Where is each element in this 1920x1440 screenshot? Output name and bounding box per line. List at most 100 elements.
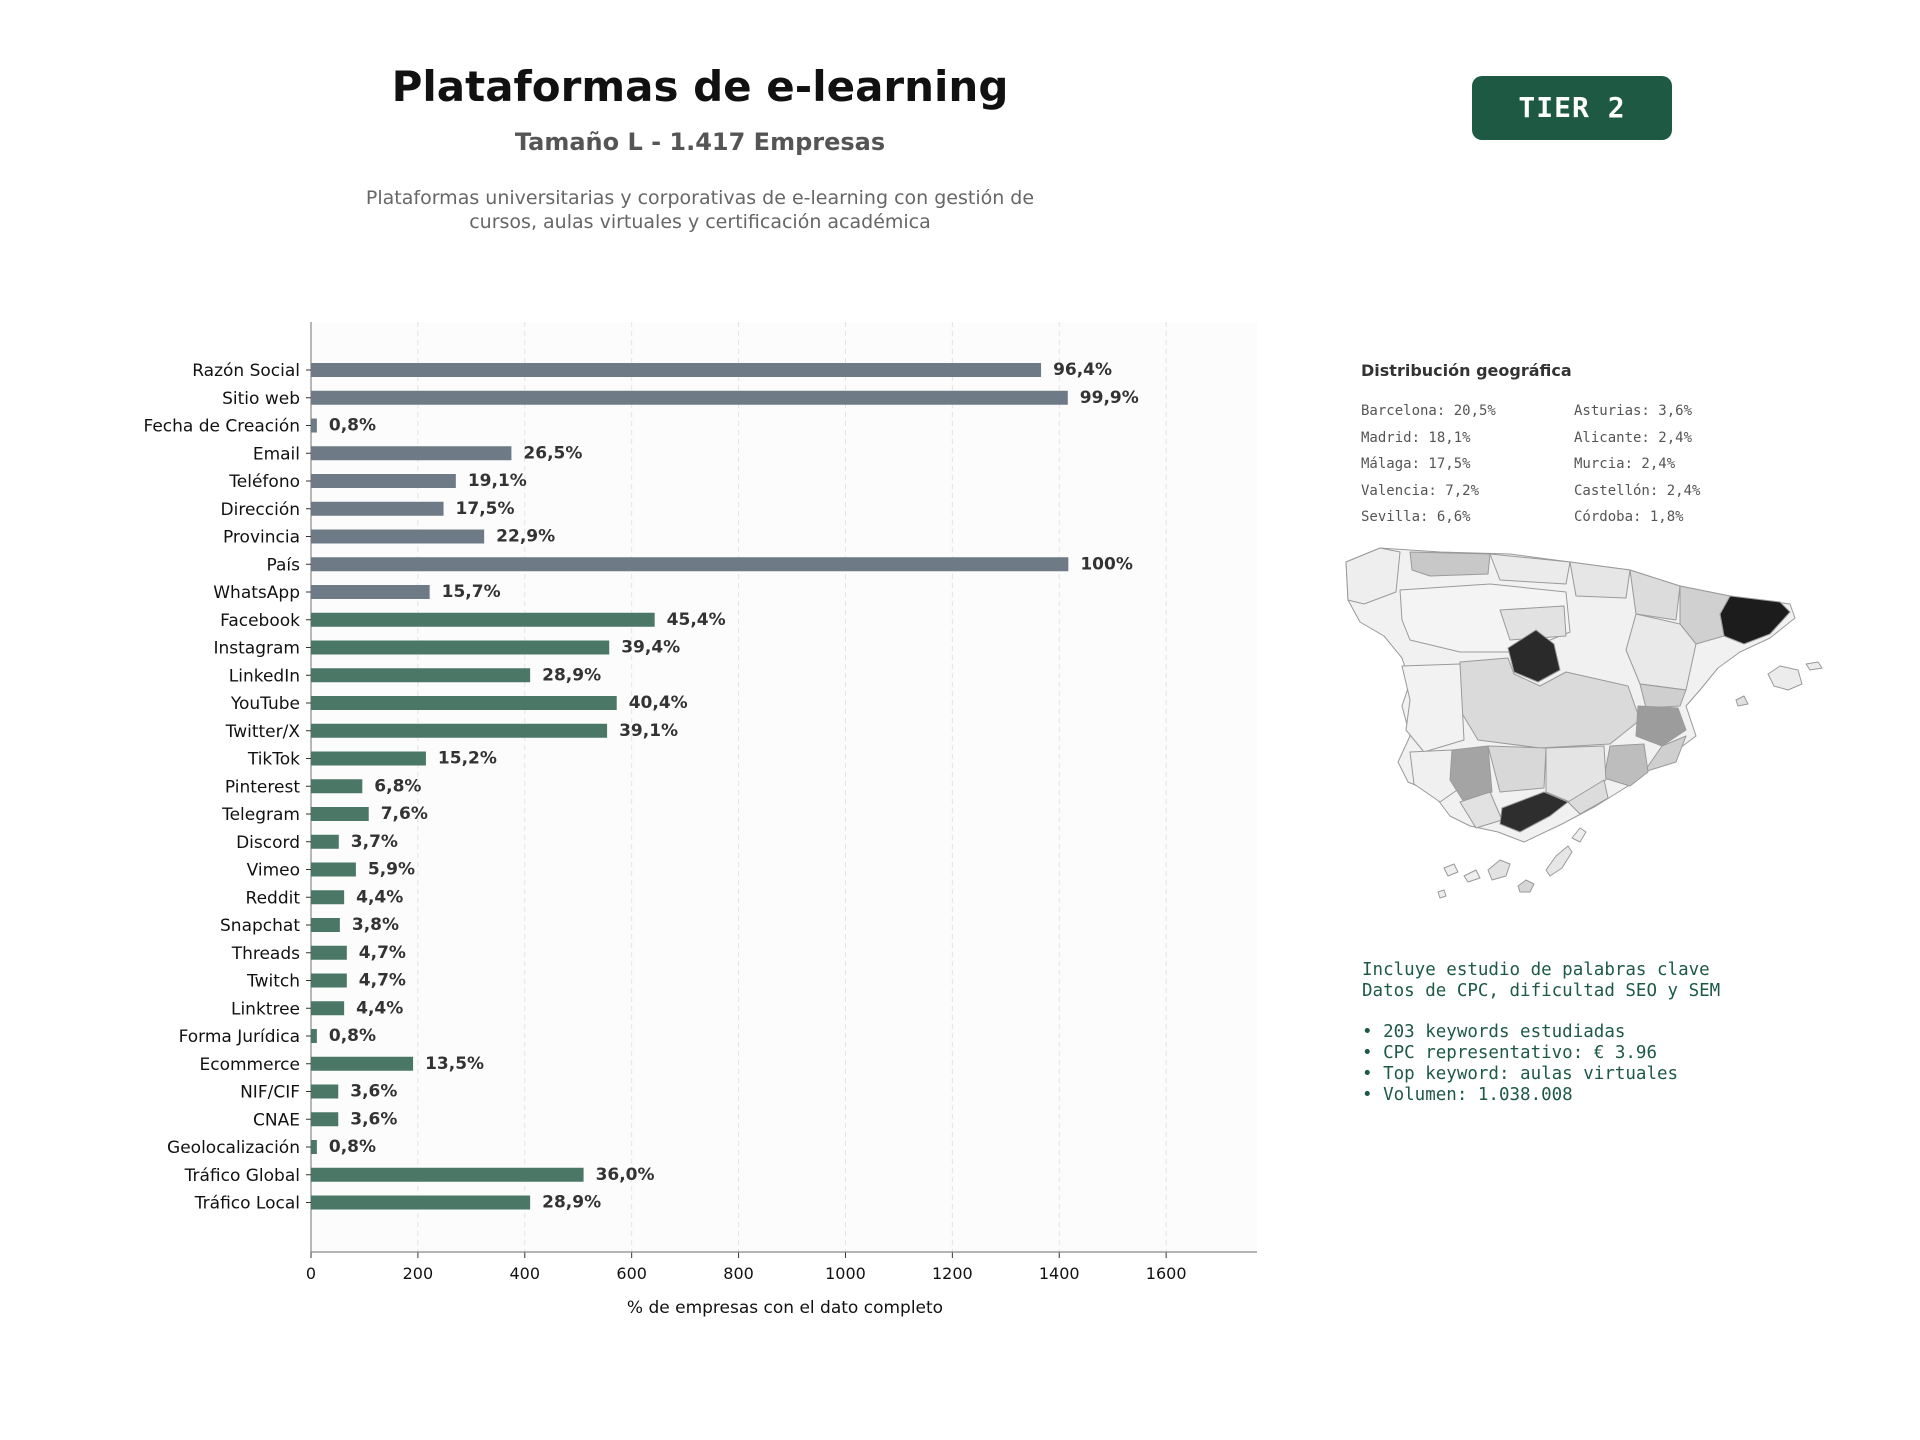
y-tick-label: Forma Jurídica <box>179 1027 300 1047</box>
data-label: 17,5% <box>456 499 515 519</box>
tier-badge: TIER 2 <box>1472 76 1672 140</box>
y-tick-label: Telegram <box>221 805 300 825</box>
bar <box>311 1167 584 1182</box>
bar <box>311 1112 339 1127</box>
data-label: 15,2% <box>438 749 497 769</box>
bar <box>311 418 317 433</box>
bar-chart: 0 200 400 600 800 1000 1200 1400 1600 Razón Socia… <box>143 322 1257 1318</box>
seo-line: Incluye estudio de palabras clave <box>1362 960 1710 980</box>
y-tick-label: Reddit <box>246 888 301 908</box>
bar <box>311 807 369 821</box>
geo-entry: Madrid: 18,1% <box>1361 429 1471 446</box>
bar <box>311 529 485 544</box>
x-tick-label: 1600 <box>1146 1264 1187 1283</box>
data-label: 3,6% <box>350 1109 397 1129</box>
bar <box>311 363 1042 377</box>
x-tick-label: 1400 <box>1039 1264 1080 1283</box>
y-tick-label: Twitch <box>246 972 300 992</box>
bar <box>311 751 426 766</box>
data-label: 40,4% <box>629 693 688 713</box>
y-tick-label: País <box>267 555 301 575</box>
data-label: 100% <box>1080 554 1133 574</box>
seo-bullets: • 203 keywords estudiadas • CPC represen… <box>1362 1022 1720 1106</box>
data-label: 28,9% <box>542 1193 601 1213</box>
y-tick-label: Instagram <box>214 639 301 659</box>
data-label: 96,4% <box>1053 360 1112 380</box>
bar <box>311 474 456 488</box>
spain-provinces-map-icon <box>1345 547 1823 899</box>
bar <box>311 834 339 849</box>
x-tick-label: 0 <box>306 1264 316 1283</box>
page-subtitle: Tamaño L - 1.417 Empresas <box>514 128 886 156</box>
data-label: 4,7% <box>359 971 406 991</box>
y-tick-label: NIF/CIF <box>240 1083 300 1103</box>
seo-info: Incluye estudio de palabras clave Datos … <box>1362 960 1720 1106</box>
plot-area <box>311 322 1257 1252</box>
y-tick-label: Ecommerce <box>200 1055 301 1075</box>
bar <box>311 918 340 932</box>
y-tick-label: Snapchat <box>220 916 300 936</box>
data-label: 15,7% <box>442 582 501 602</box>
y-tick-label: CNAE <box>253 1110 300 1130</box>
data-label: 7,6% <box>381 804 428 824</box>
bar <box>311 1001 345 1016</box>
data-label: 0,8% <box>329 1026 376 1046</box>
data-label: 99,9% <box>1080 388 1139 408</box>
geo-list-right: Asturias: 3,6% Alicante: 2,4% Murcia: 2,… <box>1574 398 1700 531</box>
y-tick-label: Facebook <box>220 611 300 631</box>
bar <box>311 446 512 461</box>
geo-entry: Castellón: 2,4% <box>1574 482 1701 499</box>
data-label: 28,9% <box>542 665 601 685</box>
y-tick-label: YouTube <box>230 694 300 714</box>
data-label: 26,5% <box>523 443 582 463</box>
bar <box>311 390 1068 405</box>
data-label: 0,8% <box>329 416 376 436</box>
data-label: 3,7% <box>351 832 398 852</box>
geo-entry: Murcia: 2,4% <box>1574 456 1676 472</box>
geo-entry: Sevilla: 6,6% <box>1361 509 1471 525</box>
seo-bullet: • Top keyword: aulas virtuales <box>1362 1064 1679 1084</box>
bar <box>311 1084 339 1099</box>
y-tick-label: Tráfico Local <box>194 1194 300 1214</box>
bar <box>311 1056 414 1071</box>
data-label: 5,9% <box>368 860 415 880</box>
data-label: 39,1% <box>619 721 678 741</box>
y-tick-label: Provincia <box>223 528 300 548</box>
y-tick-label: Email <box>253 444 300 464</box>
y-tick-label: Geolocalización <box>167 1138 300 1158</box>
geo-entry: Alicante: 2,4% <box>1574 429 1693 446</box>
seo-bullet: • Volumen: 1.038.008 <box>1362 1085 1573 1105</box>
seo-bullet: • 203 keywords estudiadas <box>1362 1022 1626 1042</box>
bar <box>311 696 617 710</box>
data-label: 4,4% <box>356 887 403 907</box>
y-tick-label: Dirección <box>221 500 300 520</box>
bar <box>311 1195 531 1210</box>
bar <box>311 1029 317 1043</box>
y-tick-label: Razón Social <box>192 361 300 381</box>
data-label: 19,1% <box>468 471 527 491</box>
y-tick-label: Sitio web <box>222 389 300 409</box>
y-tick-label: TikTok <box>247 750 300 770</box>
geo-entry: Málaga: 17,5% <box>1361 456 1471 472</box>
bar <box>311 640 610 655</box>
geo-entry: Valencia: 7,2% <box>1361 482 1480 499</box>
y-tick-label: Discord <box>236 833 300 853</box>
y-tick-label: Fecha de Creación <box>143 417 300 437</box>
data-label: 0,8% <box>329 1137 376 1157</box>
geo-entry: Barcelona: 20,5% <box>1361 403 1496 419</box>
page-title: Plataformas de e-learning <box>391 62 1009 111</box>
y-tick-label: Threads <box>231 944 300 964</box>
y-tick-label: Linktree <box>231 999 300 1019</box>
data-label: 3,6% <box>350 1082 397 1102</box>
data-label: 3,8% <box>352 915 399 935</box>
data-label: 4,7% <box>359 943 406 963</box>
y-tick-label: Pinterest <box>225 777 300 797</box>
x-tick-label: 200 <box>403 1264 434 1283</box>
y-tick-label: Twitter/X <box>225 722 301 742</box>
y-tick-label: WhatsApp <box>213 583 300 603</box>
x-tick-label: 1000 <box>825 1264 866 1283</box>
y-tick-label: Vimeo <box>247 861 300 881</box>
x-tick-label: 400 <box>510 1264 541 1283</box>
x-tick-label: 1200 <box>932 1264 973 1283</box>
data-label: 36,0% <box>596 1165 655 1185</box>
